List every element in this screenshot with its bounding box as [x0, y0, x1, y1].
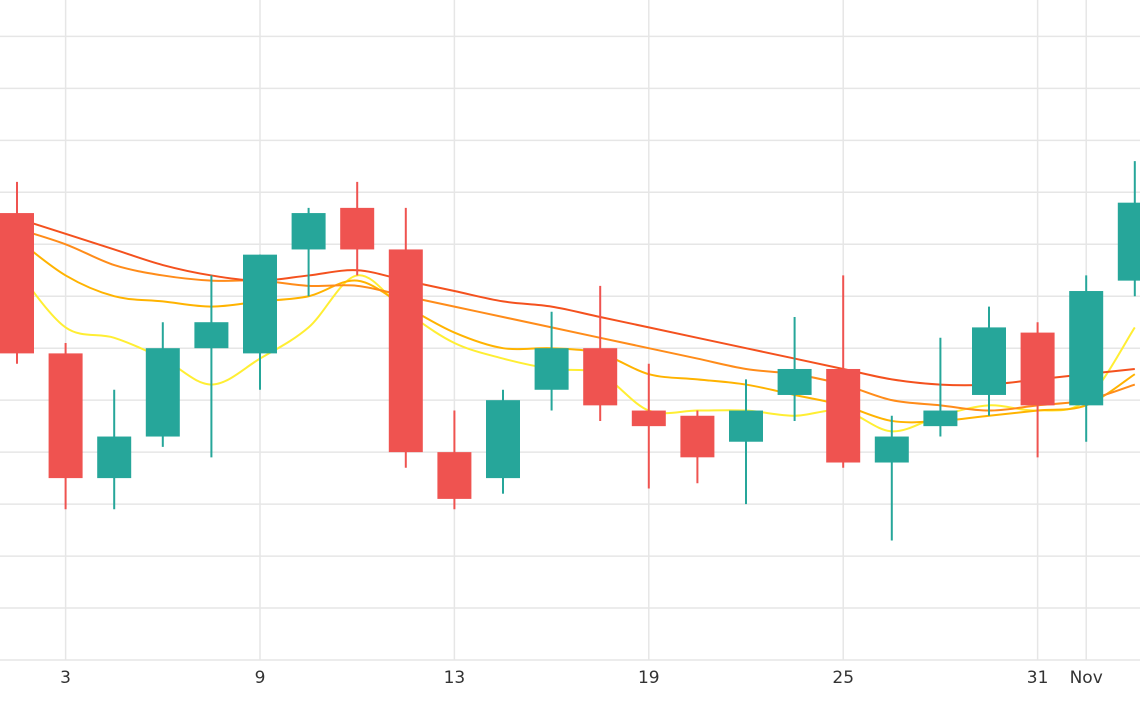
moving-average-line-3: [16, 227, 1136, 412]
x-tick-label: Nov: [1070, 668, 1103, 688]
candles: [0, 161, 1140, 541]
candle-body: [97, 436, 132, 479]
x-tick-label: 9: [255, 668, 266, 688]
x-tick-label: 13: [444, 668, 466, 688]
candle-body: [534, 348, 569, 390]
x-tick-label: 19: [638, 668, 660, 688]
moving-average-line-2: [16, 238, 1136, 424]
candle-down: [680, 410, 715, 484]
candle-body: [1117, 202, 1140, 281]
candle-body: [194, 322, 229, 349]
candle-body: [388, 249, 423, 453]
candle-body: [826, 368, 861, 463]
candle-up: [777, 317, 812, 421]
candle-body: [972, 327, 1006, 395]
candle-body: [777, 368, 812, 395]
candle-down: [388, 207, 423, 468]
candle-up: [486, 389, 520, 494]
candle-body: [0, 213, 34, 354]
candle-up: [243, 254, 277, 390]
candle-down: [0, 181, 34, 364]
candle-body: [729, 410, 763, 442]
candle-down: [631, 363, 666, 489]
candle-up: [534, 311, 569, 411]
candle-body: [48, 353, 83, 479]
candle-body: [631, 410, 666, 427]
candle-body: [874, 436, 909, 463]
candle-up: [972, 306, 1006, 416]
candle-down: [826, 275, 861, 468]
candle-body: [583, 348, 618, 406]
candle-up: [1117, 161, 1140, 297]
candle-down: [437, 410, 472, 510]
candle-up: [923, 337, 958, 437]
candle-up: [194, 275, 229, 458]
candle-down: [340, 181, 375, 276]
moving-average-line-1: [16, 269, 1136, 433]
candle-up: [97, 389, 132, 510]
candle-down: [1020, 322, 1055, 458]
candle-down: [583, 285, 618, 421]
candle-body: [291, 213, 326, 250]
candle-up: [145, 322, 180, 447]
x-tick-label: 31: [1027, 668, 1049, 688]
candle-up: [874, 415, 909, 541]
candle-up: [729, 379, 763, 505]
x-tick-label: 25: [832, 668, 854, 688]
candle-body: [1069, 291, 1104, 406]
candle-down: [48, 342, 83, 510]
candle-body: [243, 254, 277, 354]
candle-body: [923, 410, 958, 427]
candle-body: [437, 452, 472, 499]
candle-body: [340, 207, 375, 250]
candle-body: [145, 348, 180, 437]
candle-body: [1020, 332, 1055, 406]
candle-body: [680, 415, 715, 458]
x-axis-tick-labels: 3 9 13 19 25 31 Nov: [60, 668, 1103, 688]
moving-average-line-4: [16, 217, 1135, 387]
candle-body: [486, 400, 520, 479]
candle-up: [1069, 275, 1104, 442]
x-tick-label: 3: [60, 668, 71, 688]
candle-up: [291, 207, 326, 297]
